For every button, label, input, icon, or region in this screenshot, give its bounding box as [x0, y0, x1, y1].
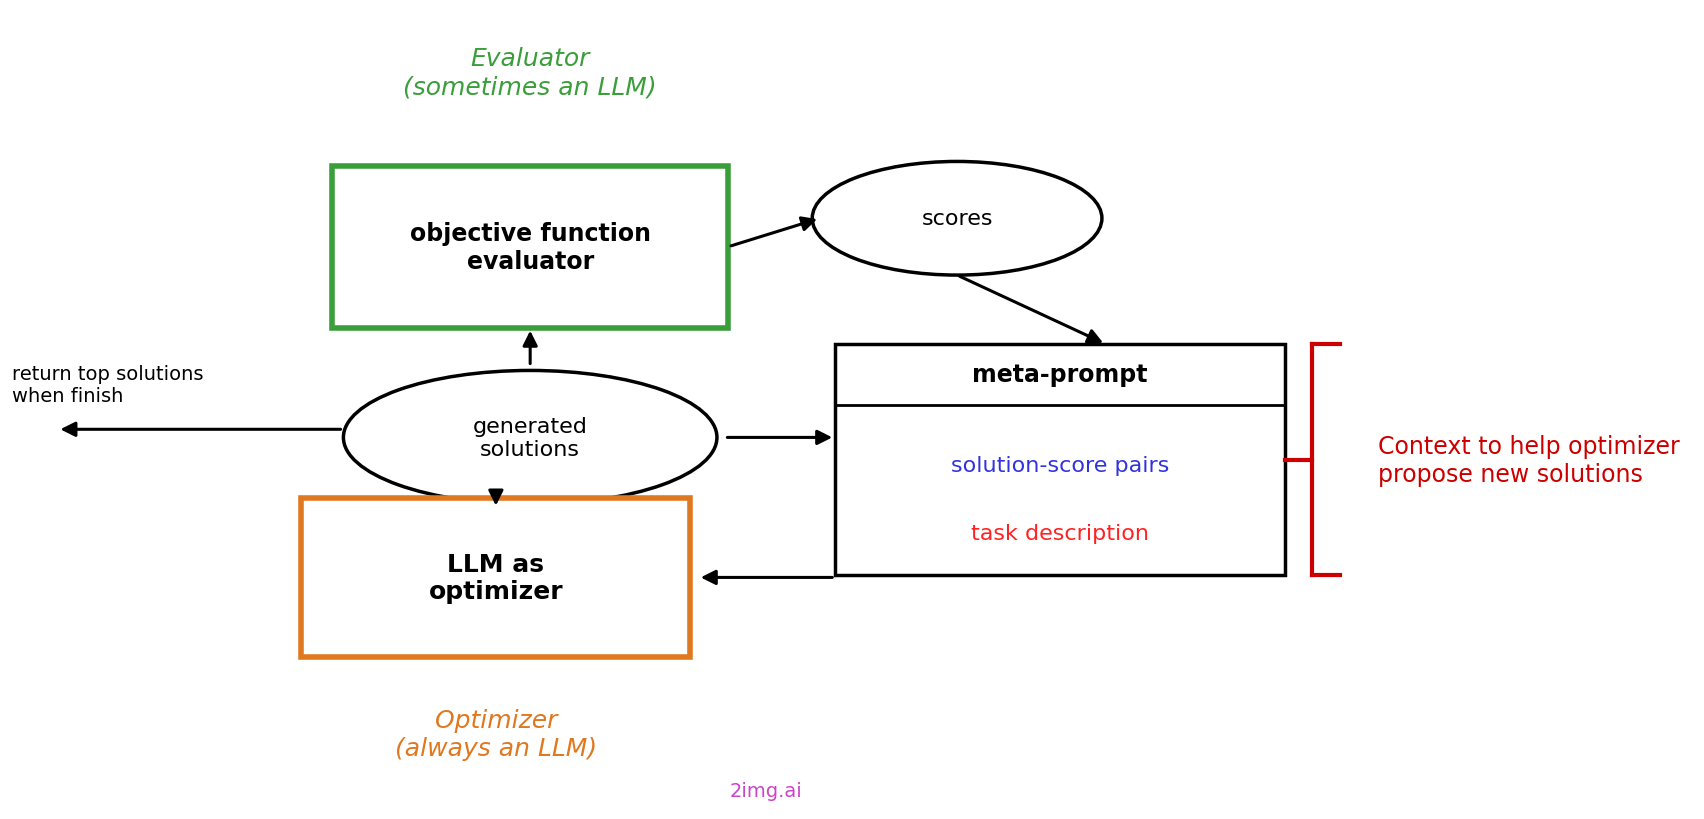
Text: return top solutions
when finish: return top solutions when finish [12, 364, 203, 405]
Text: task description: task description [971, 523, 1148, 543]
Text: meta-prompt: meta-prompt [973, 363, 1148, 387]
Bar [835, 345, 1285, 576]
Text: generated
solutions: generated solutions [472, 416, 588, 459]
Text: 2img.ai: 2img.ai [729, 781, 803, 800]
Text: objective function
evaluator: objective function evaluator [409, 221, 651, 274]
Text: Context to help optimizer
propose new solutions: Context to help optimizer propose new so… [1379, 434, 1680, 486]
Text: Evaluator
(sometimes an LLM): Evaluator (sometimes an LLM) [404, 48, 658, 99]
Ellipse shape [813, 162, 1102, 276]
Bar [302, 499, 690, 657]
Text: LLM as
optimizer: LLM as optimizer [428, 552, 564, 604]
Text: solution-score pairs: solution-score pairs [951, 455, 1169, 475]
Bar [332, 166, 728, 328]
Text: Optimizer
(always an LLM): Optimizer (always an LLM) [395, 708, 596, 760]
Ellipse shape [344, 371, 717, 505]
Text: scores: scores [922, 209, 993, 229]
